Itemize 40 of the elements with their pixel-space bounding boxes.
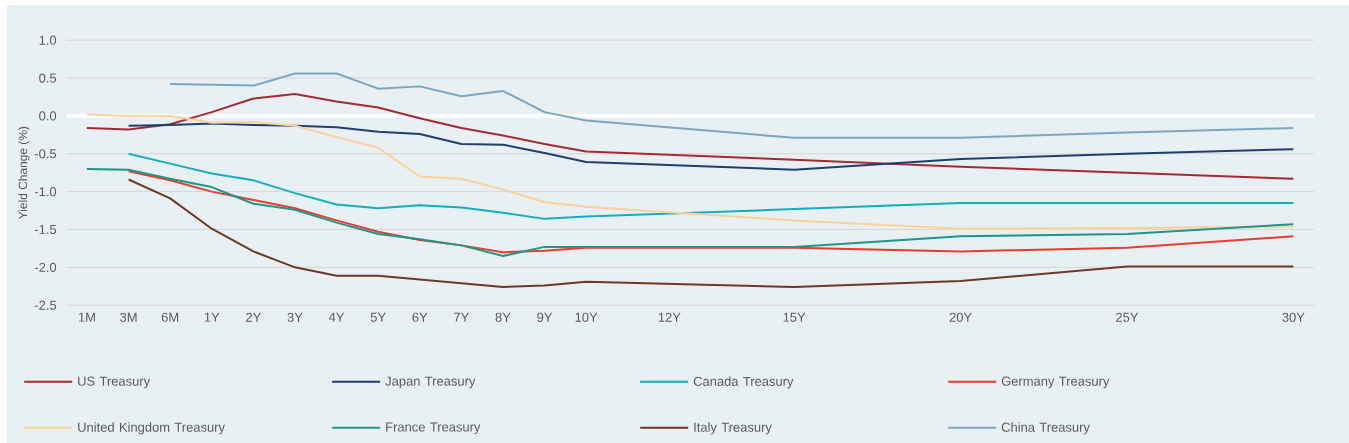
y-tick-label: -0.5 (34, 149, 57, 159)
x-tick-label: 3Y (287, 312, 303, 322)
line-series (169, 72, 1295, 139)
x-tick-label: 2Y (246, 312, 261, 322)
legend-label: France Treasury (386, 422, 481, 435)
y-tick-label: 1.0 (39, 35, 57, 45)
x-tick-label: 1Y (204, 312, 220, 322)
x-tick-label: 8Y (495, 312, 511, 322)
y-tick-label: 0.5 (39, 73, 57, 83)
x-tick-label: 1M (78, 312, 95, 322)
legend-label: United Kingdom Treasury (78, 422, 225, 435)
x-tick-label: 30Y (1282, 312, 1305, 322)
legend-label: Germany Treasury (1001, 376, 1110, 389)
line-series (127, 122, 1295, 171)
x-tick-label: 25Y (1116, 312, 1139, 322)
line-series (85, 113, 1295, 230)
legend-label: Japan Treasury (385, 376, 476, 389)
x-tick-label: 4Y (328, 312, 345, 322)
legend-label: US Treasury (78, 376, 151, 389)
x-tick-label: 9Y (537, 312, 553, 322)
legend-label: China Treasury (1001, 422, 1090, 435)
x-tick-label: 20Y (949, 312, 972, 322)
legend-label: Italy Treasury (694, 422, 772, 435)
y-tick-label: -2.0 (34, 262, 57, 272)
y-tick-label: 0.0 (39, 111, 57, 121)
x-tick-label: 5Y (370, 312, 386, 322)
line-series (127, 178, 1295, 289)
line-series (85, 92, 1295, 180)
x-tick-label: 12Y (658, 312, 681, 322)
x-tick-label: 6Y (412, 312, 428, 322)
y-tick-label: -1.5 (34, 224, 57, 234)
x-tick-label: 15Y (783, 312, 806, 322)
y-axis-title: Yield Change (%) (18, 126, 30, 220)
legend-label: Canada Treasury (693, 376, 794, 389)
x-tick-label: 10Y (575, 312, 598, 322)
x-tick-label: 3M (120, 312, 137, 322)
y-tick-label: -1.0 (34, 187, 57, 197)
x-tick-label: 6M (161, 312, 179, 322)
y-tick-label: -2.5 (34, 300, 57, 310)
x-tick-label: 7Y (454, 312, 469, 322)
